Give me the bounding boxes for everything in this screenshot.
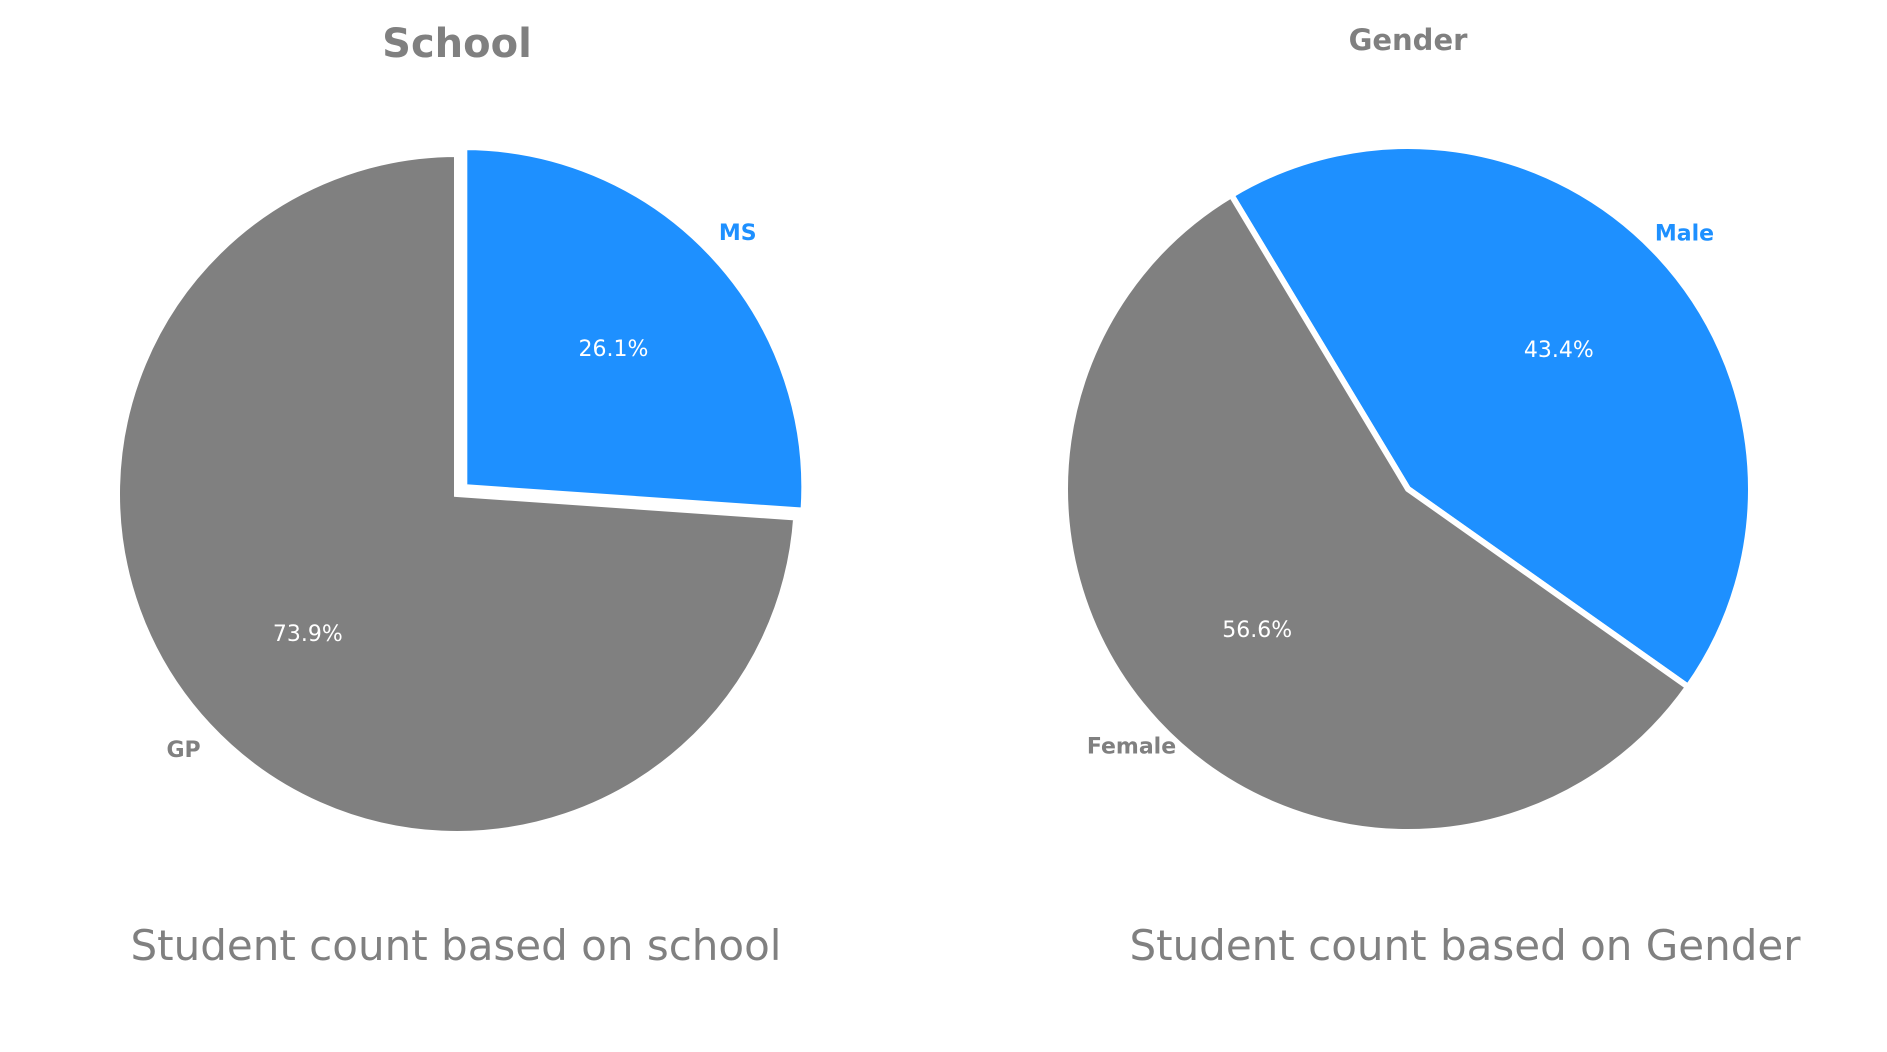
gender-category-label-male: Male	[1655, 221, 1714, 246]
gender-chart-title: Gender	[1349, 23, 1469, 57]
gender-category-label-female: Female	[1087, 735, 1176, 760]
school-pie-chart: School 26.1% MS 73.9% GP	[114, 21, 808, 837]
gender-pct-label-female: 56.6%	[1222, 618, 1292, 643]
gender-slice-female	[1062, 190, 1693, 835]
school-category-label-gp: GP	[166, 738, 200, 763]
school-slice-gp	[114, 150, 800, 837]
gender-slice-male	[1227, 143, 1754, 692]
school-slice-ms	[461, 144, 808, 514]
school-pct-label-ms: 26.1%	[579, 337, 649, 362]
school-chart-caption: Student count based on school	[130, 921, 782, 970]
school-pct-label-gp: 73.9%	[273, 622, 343, 647]
gender-chart-caption: Student count based on Gender	[1129, 921, 1801, 970]
gender-pie-chart: Gender 43.4% Male 56.6% Female	[1062, 23, 1754, 835]
school-chart-title: School	[382, 21, 532, 67]
school-category-label-ms: MS	[719, 221, 757, 246]
gender-pct-label-male: 43.4%	[1524, 338, 1594, 363]
